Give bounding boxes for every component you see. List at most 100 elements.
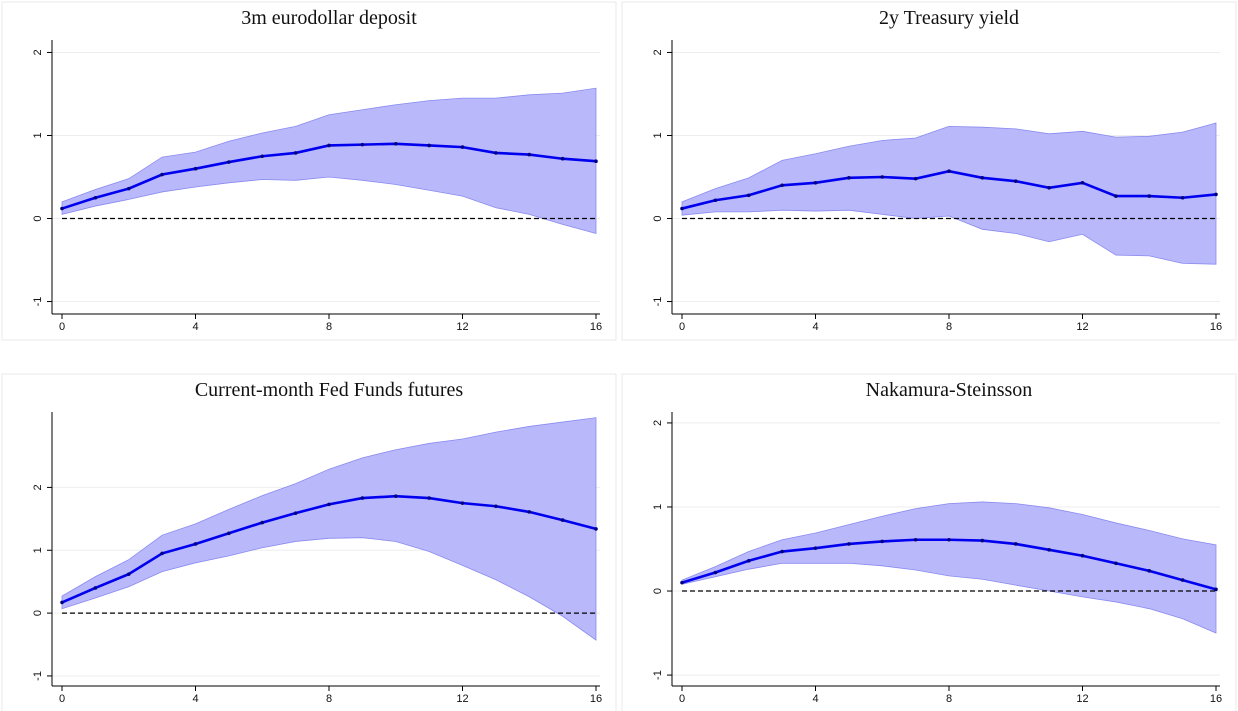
confidence-band [681, 122, 1217, 265]
point [713, 198, 718, 203]
confidence-band [61, 87, 597, 234]
point [1047, 548, 1051, 552]
x-tick-label: 8 [946, 693, 952, 705]
point [947, 169, 951, 173]
point [327, 502, 331, 507]
x-tick-label: 16 [1210, 693, 1222, 705]
x-tick-label: 8 [946, 321, 952, 333]
point [880, 175, 885, 179]
point [1114, 561, 1118, 566]
point [460, 145, 465, 149]
y-tick-label: 1 [32, 132, 44, 138]
point [847, 542, 851, 546]
point [1080, 553, 1085, 558]
point [160, 172, 164, 177]
point [560, 156, 565, 161]
point [427, 496, 431, 500]
point [1147, 569, 1152, 573]
point [293, 151, 298, 155]
x-tick-label: 12 [456, 693, 468, 705]
point [947, 537, 951, 542]
point [1013, 542, 1018, 546]
panel-title: 2y Treasury yield [879, 7, 1019, 29]
point [93, 195, 98, 200]
point [193, 542, 198, 546]
point [980, 176, 985, 180]
x-tick-label: 16 [590, 693, 602, 705]
panel-border [1, 373, 617, 711]
x-tick-label: 0 [679, 321, 685, 333]
confidence-band [61, 417, 597, 641]
x-tick-label: 12 [1076, 321, 1088, 333]
y-tick-label: 0 [652, 588, 664, 594]
x-tick-label: 4 [812, 321, 818, 333]
point [1114, 194, 1118, 198]
x-tick-label: 16 [590, 321, 602, 333]
x-tick-label: 4 [812, 693, 818, 705]
point [713, 570, 718, 575]
panel-title: 3m eurodollar deposit [241, 7, 417, 29]
point [293, 511, 298, 515]
point [360, 142, 365, 147]
panel-title: Current-month Fed Funds futures [195, 379, 464, 401]
panel-border [621, 373, 1237, 711]
point [126, 186, 131, 191]
y-tick-label: 2 [652, 420, 664, 426]
point [1180, 195, 1185, 200]
point [980, 538, 985, 543]
x-tick-label: 0 [679, 693, 685, 705]
point [494, 504, 498, 509]
x-tick-label: 16 [1210, 321, 1222, 333]
point [780, 183, 784, 188]
point [527, 152, 532, 157]
y-tick-label: 0 [32, 610, 44, 616]
point [1080, 181, 1085, 185]
point [427, 143, 431, 148]
point [227, 531, 231, 536]
point [527, 510, 532, 514]
confidence-band [681, 501, 1217, 634]
y-tick-label: 2 [652, 49, 664, 55]
y-tick-label: 2 [32, 49, 44, 55]
point [327, 143, 331, 148]
point [913, 537, 918, 542]
point [594, 159, 598, 164]
point [1214, 587, 1218, 592]
point [227, 160, 231, 164]
point [780, 549, 784, 554]
point [260, 520, 265, 525]
y-tick-label: -1 [32, 671, 44, 681]
point [1214, 192, 1218, 197]
y-tick-label: -1 [652, 297, 664, 307]
y-tick-label: 0 [32, 215, 44, 221]
point [60, 600, 64, 605]
x-tick-label: 4 [192, 693, 198, 705]
point [560, 518, 565, 522]
point [494, 151, 498, 155]
point [746, 193, 751, 198]
point [126, 572, 131, 576]
point [813, 546, 818, 550]
y-tick-label: -1 [32, 297, 44, 307]
y-tick-label: 1 [652, 504, 664, 510]
y-tick-label: 1 [652, 132, 664, 138]
point [594, 527, 598, 531]
y-tick-label: 0 [652, 215, 664, 221]
point [813, 181, 818, 185]
point [847, 176, 851, 180]
y-tick-label: 2 [32, 484, 44, 490]
point [93, 586, 98, 590]
x-tick-label: 0 [59, 321, 65, 333]
point [1147, 194, 1152, 198]
x-tick-label: 12 [1076, 693, 1088, 705]
point [680, 580, 684, 585]
point [193, 166, 198, 171]
point [60, 206, 64, 211]
panel-border [1, 1, 617, 341]
point [680, 206, 684, 211]
